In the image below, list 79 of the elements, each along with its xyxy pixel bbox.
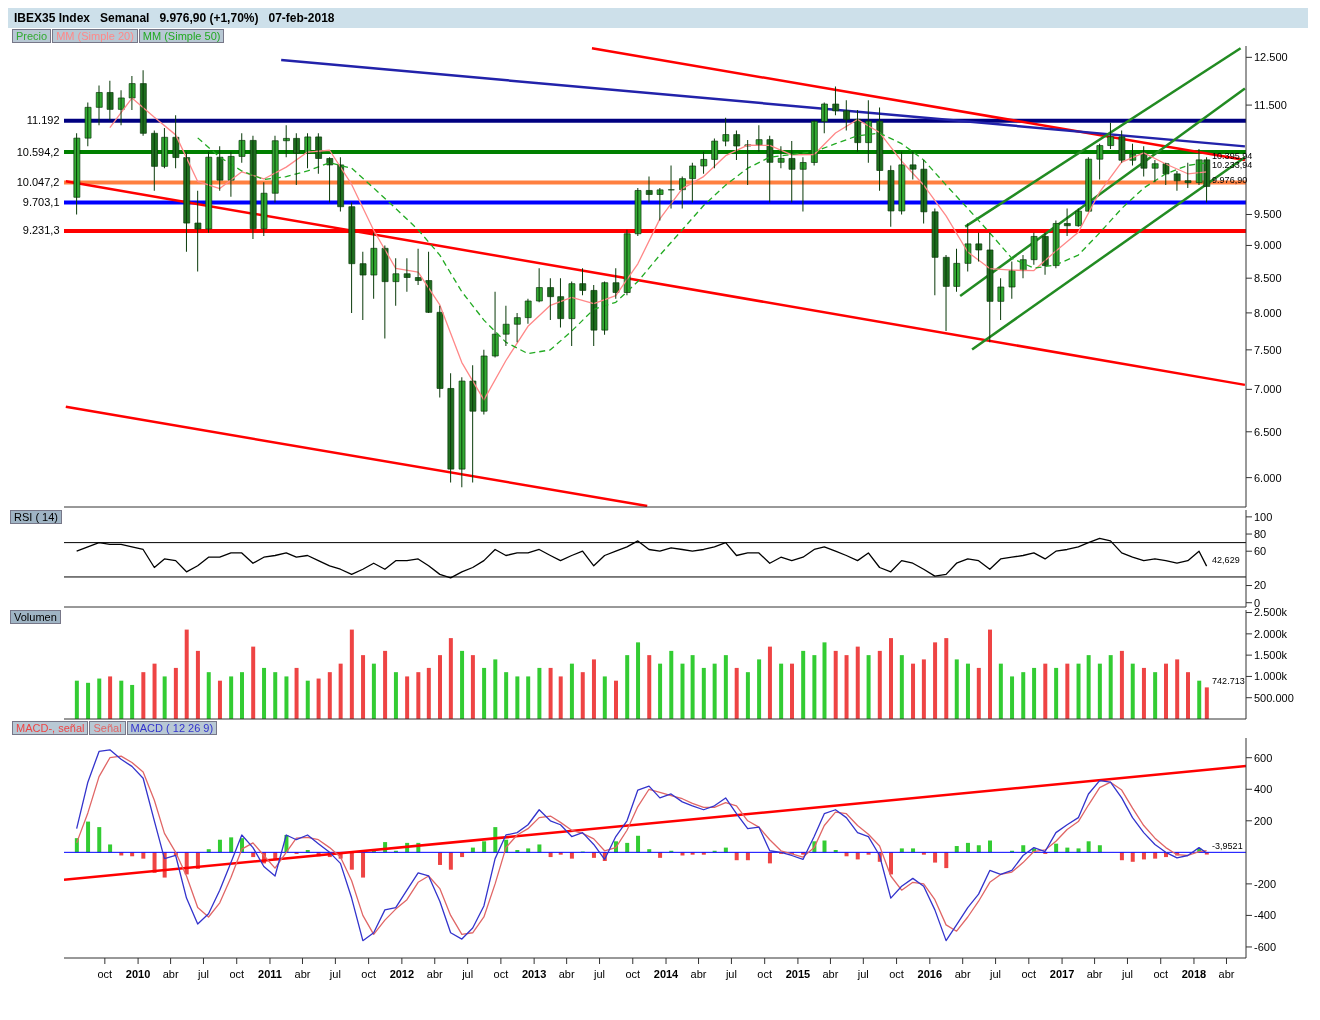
ref-line-label: 10.594,2	[16, 145, 60, 158]
annotation: 42,629	[1212, 554, 1240, 565]
x-tick-label: abr	[558, 968, 575, 980]
y-tick-label: 1.000k	[1254, 670, 1288, 683]
y-tick-label: 60	[1254, 545, 1267, 558]
x-tick-label: abr	[1218, 968, 1235, 980]
x-tick-label: 2013	[521, 968, 547, 980]
y-tick-label: 80	[1254, 527, 1267, 540]
text: MACD-, señal	[12, 721, 89, 735]
x-tick-label: oct	[625, 968, 641, 980]
text: MM (Simple 20)	[52, 29, 138, 43]
x-tick-label: abr	[690, 968, 707, 980]
y-tick-label: 6.000	[1254, 471, 1282, 484]
x-tick-label: oct	[493, 968, 509, 980]
y-tick-label: 8.000	[1254, 306, 1282, 319]
x-tick-label: jul	[1120, 968, 1133, 980]
x-tick-label: oct	[889, 968, 904, 980]
ref-line-label: 9.703,1	[22, 195, 60, 208]
x-tick-label: jul	[856, 968, 869, 980]
annotation: 9.976,90	[1212, 174, 1248, 185]
x-tick-label: jul	[461, 968, 474, 980]
chart-title: Volumen	[10, 610, 61, 624]
chart-title: RSI ( 14)	[10, 510, 63, 524]
y-tick-label: 500.000	[1254, 691, 1294, 704]
x-tick-label: abr	[1086, 968, 1103, 980]
x-tick-label: 2018	[1181, 968, 1207, 980]
text: MM (Simple 50)	[138, 29, 225, 43]
x-tick-label: 2015	[785, 968, 811, 980]
x-tick-label: oct	[229, 968, 245, 980]
annotation: -3,9521	[1212, 841, 1243, 852]
y-tick-label: 2.500k	[1254, 606, 1288, 619]
y-tick-label: 0	[1254, 596, 1261, 609]
ref-line-label: 9.231,3	[22, 224, 60, 237]
y-tick-label: 7.000	[1254, 383, 1282, 396]
y-tick-label: -600	[1254, 940, 1277, 953]
x-tick-label: 2010	[125, 968, 151, 980]
annotation: 742.713	[1212, 675, 1245, 686]
text: Señal	[89, 721, 126, 735]
y-tick-label: 9.500	[1254, 208, 1282, 221]
x-tick-label: 2012	[389, 968, 415, 980]
y-tick-label: 9.000	[1254, 239, 1282, 252]
x-tick-label: jul	[724, 968, 737, 980]
x-tick-label: 2014	[653, 968, 680, 980]
ref-line-label: 11.192	[26, 114, 60, 127]
y-tick-label: 20	[1254, 579, 1267, 592]
y-tick-label: 12.500	[1254, 51, 1288, 64]
y-tick-label: 11.500	[1254, 98, 1287, 111]
y-tick-label: 7.500	[1254, 343, 1282, 356]
y-tick-label: 400	[1254, 783, 1273, 796]
y-tick-label: -200	[1254, 877, 1277, 890]
y-tick-label: 8.500	[1254, 272, 1282, 285]
x-tick-label: jul	[196, 968, 209, 980]
x-tick-label: oct	[1021, 968, 1037, 980]
x-tick-label: abr	[426, 968, 444, 980]
x-tick-label: 2017	[1049, 968, 1075, 980]
y-tick-label: -400	[1254, 909, 1277, 922]
x-tick-label: abr	[162, 968, 179, 980]
y-tick-label: 100	[1254, 510, 1273, 523]
y-tick-label: 200	[1254, 814, 1273, 827]
x-tick-label: jul	[989, 968, 1002, 980]
ref-line-label: 10.047,2	[16, 175, 60, 188]
y-tick-label: 600	[1254, 751, 1273, 764]
y-tick-label: 1.500k	[1254, 649, 1288, 662]
x-tick-label: jul	[328, 968, 341, 980]
text: MACD ( 12 26 9)	[126, 721, 218, 735]
x-tick-label: oct	[97, 968, 113, 980]
x-tick-label: abr	[822, 968, 839, 980]
y-tick-label: 6.500	[1254, 425, 1282, 438]
chart-title: IBEX35 Index Semanal 9.976,90 (+1,70%) 07-feb-2018	[8, 8, 1308, 28]
x-tick-label: abr	[294, 968, 311, 980]
x-tick-label: jul	[593, 968, 606, 980]
x-tick-label: oct	[1153, 968, 1169, 980]
text: Precio	[12, 29, 52, 43]
x-tick-label: 2016	[917, 968, 943, 980]
x-tick-label: abr	[954, 968, 971, 980]
x-tick-label: oct	[757, 968, 773, 980]
x-tick-label: 2011	[258, 968, 282, 980]
y-tick-label: 2.000k	[1254, 627, 1288, 640]
x-tick-label: oct	[361, 968, 376, 980]
